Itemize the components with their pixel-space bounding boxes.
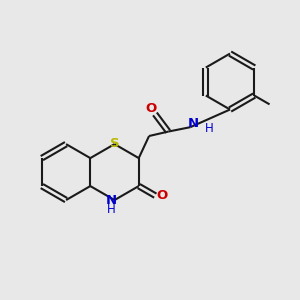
- Text: H: H: [106, 203, 116, 216]
- Text: S: S: [110, 137, 119, 150]
- Text: O: O: [156, 189, 167, 202]
- Text: O: O: [145, 102, 156, 115]
- Text: N: N: [188, 117, 199, 130]
- Text: H: H: [204, 122, 213, 135]
- Text: N: N: [105, 194, 117, 207]
